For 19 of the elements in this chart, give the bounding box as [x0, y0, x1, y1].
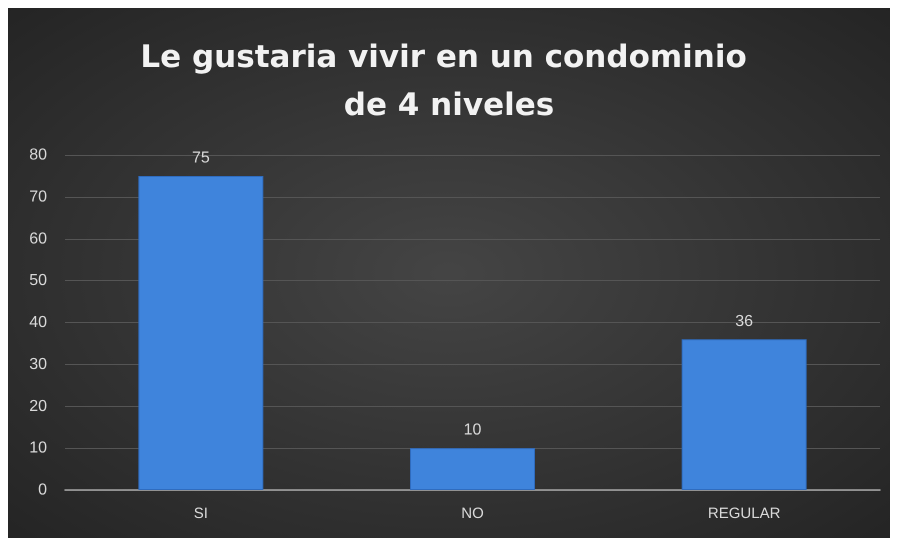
- y-tick-label: 20: [29, 398, 48, 415]
- bar: [138, 176, 264, 490]
- chart-title: Le gustaria vivir en un condominio de 4 niveles: [140, 39, 758, 123]
- x-tick-label: NO: [461, 505, 484, 522]
- x-tick-label: REGULAR: [708, 505, 781, 522]
- y-tick-label: 30: [29, 356, 48, 373]
- y-tick-label: 10: [29, 440, 48, 457]
- y-tick-label: 70: [29, 188, 48, 206]
- data-label: 10: [464, 422, 482, 439]
- data-label: 36: [735, 312, 754, 330]
- y-tick-label: 0: [38, 482, 48, 498]
- y-tick-label: 60: [29, 230, 48, 248]
- y-tick-label: 50: [29, 272, 48, 290]
- x-tick-label: SI: [194, 505, 208, 522]
- data-label: 75: [192, 149, 210, 166]
- y-tick-label: 40: [29, 314, 48, 331]
- bar: [410, 448, 535, 490]
- y-tick-label: 80: [29, 146, 48, 164]
- bar: [682, 339, 807, 490]
